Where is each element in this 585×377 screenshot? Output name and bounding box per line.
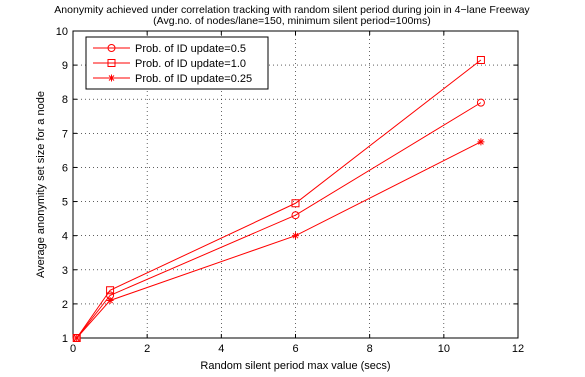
x-tick-label: 10: [438, 343, 450, 355]
chart-title-line-2: (Avg.no. of nodes/lane=150, minimum sile…: [153, 15, 431, 27]
legend-label-0: Prob. of ID update=0.5: [135, 43, 246, 55]
data-point-square: [476, 55, 485, 64]
legend-marker-circle-icon: [107, 44, 116, 52]
data-point-star: [292, 232, 299, 240]
y-tick-label: 10: [56, 26, 68, 38]
y-tick-label: 9: [62, 60, 68, 72]
series-line-2: [76, 141, 482, 339]
x-axis-label: Random silent period max value (secs): [200, 360, 390, 372]
data-point-star: [106, 296, 114, 304]
series-group: [72, 55, 485, 342]
data-point-circle: [476, 98, 485, 107]
x-tick-label: 0: [70, 343, 76, 355]
x-tick-label: 12: [512, 343, 524, 355]
y-tick-label: 3: [62, 265, 68, 277]
data-point-square: [291, 199, 300, 208]
y-tick-label: 1: [62, 333, 68, 345]
x-tick-label: 2: [144, 343, 150, 355]
legend-marker-star-icon: [108, 74, 115, 82]
legend-label-1: Prob. of ID update=1.0: [135, 58, 246, 70]
series-line-1: [76, 59, 482, 339]
y-axis-label: Average anonymity set size for a node: [35, 91, 47, 278]
data-point-square: [106, 286, 115, 295]
legend: Prob. of ID update=0.5 Prob. of ID updat…: [85, 36, 269, 90]
y-tick-label: 6: [62, 162, 68, 174]
x-tick-label: 8: [367, 343, 373, 355]
chart-title-line-1: Anonymity achieved under correlation tra…: [54, 4, 530, 16]
data-point-circle: [291, 211, 300, 220]
y-tick-label: 8: [62, 94, 68, 106]
data-point-star: [477, 138, 485, 146]
y-tick-label: 5: [62, 197, 68, 209]
legend-label-2: Prob. of ID update=0.25: [135, 73, 252, 85]
y-tick-label: 4: [62, 231, 68, 243]
data-point-star: [73, 334, 81, 342]
x-tick-label: 4: [218, 343, 224, 355]
series-line-0: [76, 102, 482, 339]
y-tick-label: 2: [62, 299, 68, 311]
chart-title: Anonymity achieved under correlation tra…: [54, 4, 530, 27]
x-tick-label: 6: [292, 343, 298, 355]
y-tick-label: 7: [62, 128, 68, 140]
legend-marker-square-icon: [107, 59, 116, 67]
